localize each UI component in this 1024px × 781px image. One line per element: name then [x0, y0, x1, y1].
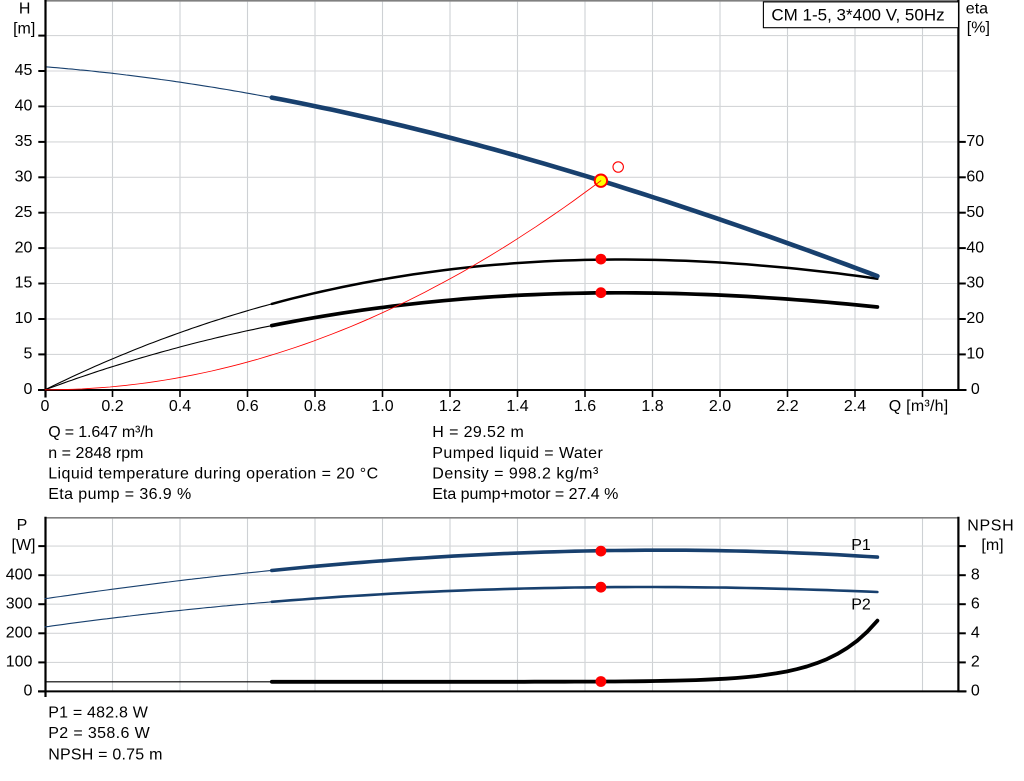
svg-text:15: 15	[15, 275, 33, 292]
svg-text:0.4: 0.4	[169, 398, 191, 415]
svg-text:P2 = 358.6 W: P2 = 358.6 W	[48, 725, 150, 742]
svg-text:400: 400	[6, 566, 33, 583]
svg-text:20: 20	[15, 239, 33, 256]
svg-text:[m]: [m]	[13, 21, 35, 38]
svg-text:6: 6	[971, 595, 980, 612]
svg-text:[W]: [W]	[12, 537, 36, 554]
svg-text:0.8: 0.8	[304, 398, 326, 415]
svg-text:NPSH: NPSH	[967, 518, 1014, 535]
svg-text:NPSH = 0.75 m: NPSH = 0.75 m	[48, 747, 162, 764]
svg-text:P2: P2	[851, 596, 871, 613]
svg-text:2: 2	[971, 654, 980, 671]
svg-text:1.6: 1.6	[574, 398, 596, 415]
svg-text:200: 200	[6, 625, 33, 642]
svg-text:Density = 998.2 kg/m³: Density = 998.2 kg/m³	[432, 465, 599, 482]
svg-text:25: 25	[15, 204, 33, 221]
svg-text:1.0: 1.0	[371, 398, 393, 415]
svg-text:P: P	[17, 517, 28, 534]
svg-text:5: 5	[23, 346, 32, 363]
svg-text:[m]: [m]	[981, 537, 1003, 554]
svg-text:H: H	[19, 1, 31, 18]
svg-text:Pumped liquid = Water: Pumped liquid = Water	[432, 445, 603, 462]
svg-text:n = 2848 rpm: n = 2848 rpm	[48, 445, 143, 462]
svg-text:100: 100	[6, 654, 33, 671]
svg-text:8: 8	[971, 566, 980, 583]
svg-text:Q = 1.647 m³/h: Q = 1.647 m³/h	[48, 424, 153, 441]
svg-text:0.2: 0.2	[101, 398, 123, 415]
svg-text:P1 = 482.8 W: P1 = 482.8 W	[48, 705, 149, 722]
svg-text:20: 20	[966, 310, 984, 327]
svg-text:40: 40	[15, 98, 33, 115]
svg-text:0: 0	[23, 381, 32, 398]
svg-text:0: 0	[971, 381, 980, 398]
svg-text:2.0: 2.0	[709, 398, 731, 415]
svg-text:eta: eta	[966, 1, 988, 18]
svg-text:0: 0	[971, 683, 980, 700]
svg-text:2.4: 2.4	[844, 398, 866, 415]
svg-text:1.4: 1.4	[506, 398, 528, 415]
svg-text:Q [m³/h]: Q [m³/h]	[889, 398, 949, 415]
svg-text:35: 35	[15, 133, 33, 150]
svg-text:30: 30	[15, 168, 33, 185]
svg-text:[%]: [%]	[967, 19, 990, 36]
svg-text:1.8: 1.8	[641, 398, 663, 415]
svg-text:Liquid temperature during oper: Liquid temperature during operation = 20…	[48, 465, 378, 482]
svg-text:40: 40	[966, 239, 984, 256]
svg-text:45: 45	[15, 62, 33, 79]
svg-text:10: 10	[15, 310, 33, 327]
svg-text:Eta pump = 36.9 %: Eta pump = 36.9 %	[48, 486, 191, 503]
svg-text:4: 4	[971, 625, 980, 642]
svg-text:0: 0	[23, 683, 32, 700]
svg-text:Eta pump+motor = 27.4 %: Eta pump+motor = 27.4 %	[432, 486, 618, 503]
svg-text:0: 0	[41, 398, 50, 415]
svg-text:10: 10	[966, 346, 984, 363]
svg-text:P1: P1	[851, 537, 871, 554]
svg-text:60: 60	[966, 168, 984, 185]
svg-text:70: 70	[966, 133, 984, 150]
svg-text:0.6: 0.6	[236, 398, 258, 415]
svg-text:50: 50	[966, 204, 984, 221]
svg-text:30: 30	[966, 275, 984, 292]
svg-text:300: 300	[6, 595, 33, 612]
svg-text:H = 29.52 m: H = 29.52 m	[432, 424, 524, 441]
svg-text:CM 1-5, 3*400 V, 50Hz: CM 1-5, 3*400 V, 50Hz	[771, 6, 944, 25]
svg-text:2.2: 2.2	[776, 398, 798, 415]
svg-text:1.2: 1.2	[439, 398, 461, 415]
